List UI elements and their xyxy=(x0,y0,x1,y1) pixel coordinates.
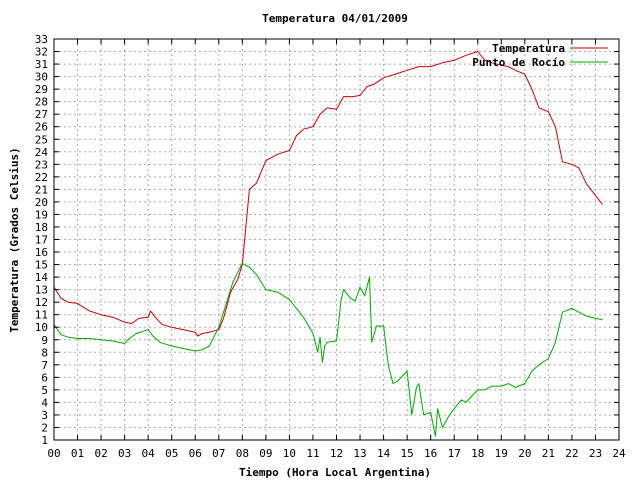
x-tick-label: 08 xyxy=(236,447,249,460)
x-tick-label: 23 xyxy=(589,447,602,460)
x-tick-label: 00 xyxy=(47,447,60,460)
x-tick-label: 17 xyxy=(448,447,461,460)
y-axis-label: Temperatura (Grados Celsius) xyxy=(8,147,21,332)
series-line-temperatura xyxy=(53,51,603,337)
y-tick-label: 15 xyxy=(35,259,48,272)
x-tick-label: 10 xyxy=(283,447,296,460)
x-tick-label: 18 xyxy=(471,447,484,460)
ticks xyxy=(53,38,620,441)
y-tick-label: 19 xyxy=(35,208,48,221)
y-tick-label: 10 xyxy=(35,321,48,334)
y-tick-label: 20 xyxy=(35,196,48,209)
y-tick-label: 30 xyxy=(35,71,48,84)
y-tick-label: 28 xyxy=(35,96,48,109)
y-tick-label: 13 xyxy=(35,284,48,297)
x-tick-label: 16 xyxy=(424,447,437,460)
y-tick-label: 22 xyxy=(35,171,48,184)
y-tick-label: 12 xyxy=(35,296,48,309)
x-axis-label: Tiempo (Hora Local Argentina) xyxy=(239,466,431,479)
series-layer xyxy=(53,51,603,437)
y-tick-label: 26 xyxy=(35,121,48,134)
y-tick-labels: 1234567891011121314151617181920212223242… xyxy=(35,33,49,447)
y-tick-label: 11 xyxy=(35,309,48,322)
x-tick-label: 03 xyxy=(118,447,131,460)
x-tick-label: 12 xyxy=(330,447,343,460)
x-tick-label: 19 xyxy=(495,447,508,460)
y-tick-label: 3 xyxy=(41,409,48,422)
y-tick-label: 33 xyxy=(35,33,48,46)
y-tick-label: 7 xyxy=(41,359,48,372)
x-tick-label: 04 xyxy=(142,447,156,460)
y-tick-label: 25 xyxy=(35,133,48,146)
y-tick-label: 16 xyxy=(35,246,48,259)
x-tick-label: 14 xyxy=(377,447,391,460)
y-tick-label: 21 xyxy=(35,183,48,196)
x-tick-label: 01 xyxy=(71,447,84,460)
x-tick-label: 09 xyxy=(259,447,272,460)
y-tick-label: 8 xyxy=(41,346,48,359)
x-tick-labels: 00 01 02 03 04 05 06 07 08 09 10 11 12 13 14 15 16 17 18 19… xyxy=(47,447,626,460)
y-tick-label: 6 xyxy=(41,371,48,384)
y-tick-label: 2 xyxy=(41,421,48,434)
x-tick-label: 24 xyxy=(612,447,626,460)
y-tick-label: 9 xyxy=(41,334,48,347)
y-tick-label: 31 xyxy=(35,58,48,71)
y-tick-label: 4 xyxy=(41,396,48,409)
x-tick-label: 13 xyxy=(353,447,366,460)
series-line-punto-de-rocio xyxy=(53,262,603,437)
x-tick-label: 20 xyxy=(518,447,531,460)
x-tick-label: 02 xyxy=(94,447,107,460)
y-tick-label: 1 xyxy=(41,434,48,447)
x-tick-label: 11 xyxy=(306,447,319,460)
legend-label: Punto de Rocío xyxy=(472,56,565,69)
y-tick-label: 24 xyxy=(35,146,49,159)
x-tick-label: 21 xyxy=(542,447,555,460)
x-tick-label: 06 xyxy=(189,447,202,460)
y-tick-label: 32 xyxy=(35,46,48,59)
x-tick-label: 07 xyxy=(212,447,225,460)
grid xyxy=(54,39,619,440)
y-tick-label: 29 xyxy=(35,83,48,96)
y-tick-label: 5 xyxy=(41,384,48,397)
chart-title: Temperatura 04/01/2009 xyxy=(262,12,408,25)
legend-label: Temperatura xyxy=(492,42,565,55)
y-tick-label: 18 xyxy=(35,221,48,234)
y-tick-label: 14 xyxy=(35,271,49,284)
y-tick-label: 17 xyxy=(35,234,48,247)
x-tick-label: 22 xyxy=(565,447,578,460)
y-tick-label: 23 xyxy=(35,158,48,171)
x-tick-label: 05 xyxy=(165,447,178,460)
x-tick-label: 15 xyxy=(401,447,414,460)
y-tick-label: 27 xyxy=(35,108,48,121)
